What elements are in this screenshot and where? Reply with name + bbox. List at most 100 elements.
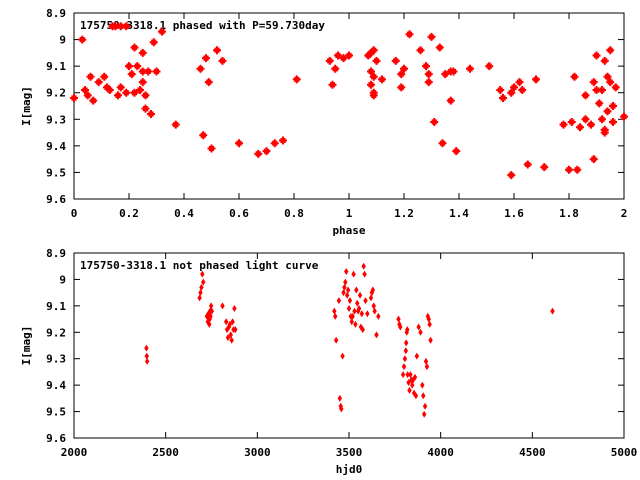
data-point <box>424 78 433 87</box>
data-point <box>345 286 351 294</box>
plot-frame <box>73 252 625 439</box>
data-point <box>341 289 346 297</box>
data-point <box>361 262 366 270</box>
axis-ticks: 2000 2500 3000 3500 4000 4500 5000 8.9 9 9.1 9.2 9.… <box>46 247 637 459</box>
data-point <box>208 302 214 310</box>
data-point <box>352 307 357 315</box>
x-tick-label: 0.6 <box>229 207 249 220</box>
data-point <box>100 72 109 81</box>
data-point <box>337 394 343 402</box>
data-point <box>532 75 540 84</box>
data-point <box>452 147 461 156</box>
data-point <box>344 291 350 299</box>
data-point <box>430 117 439 126</box>
data-point <box>125 62 133 71</box>
data-point <box>233 326 238 334</box>
y-tick-label: 9.3 <box>46 113 66 126</box>
x-tick-label: 4500 <box>519 446 546 459</box>
data-point <box>147 109 155 118</box>
data-point <box>405 326 410 334</box>
x-tick-label: 0 <box>71 207 78 220</box>
data-point <box>413 392 419 400</box>
data-point <box>438 139 447 148</box>
data-point <box>405 371 410 379</box>
data-point <box>138 67 147 76</box>
data-point <box>592 51 601 60</box>
data-point <box>485 62 494 71</box>
data-point <box>207 320 212 328</box>
data-point <box>606 78 615 87</box>
data-point <box>279 136 287 145</box>
data-point <box>414 352 420 360</box>
data-point <box>116 83 125 92</box>
data-point <box>208 312 213 320</box>
data-point <box>230 318 235 326</box>
y-tick-label: 9.2 <box>46 87 66 100</box>
data-point <box>209 307 215 315</box>
data-point <box>424 363 430 371</box>
data-point <box>609 117 617 126</box>
data-point <box>152 67 161 76</box>
x-tick-label: 0.4 <box>174 207 194 220</box>
data-point <box>227 320 233 328</box>
data-point <box>611 83 620 92</box>
data-point <box>136 86 144 95</box>
data-point <box>356 305 362 312</box>
y-axis-title: I[mag] <box>20 86 33 126</box>
x-tick-label: 4000 <box>427 446 454 459</box>
x-tick-label: 3500 <box>336 446 363 459</box>
data-point <box>138 48 147 57</box>
data-point <box>363 297 368 305</box>
data-point <box>407 386 412 394</box>
data-point <box>421 410 427 418</box>
data-point <box>426 315 431 323</box>
y-tick-label: 9.5 <box>46 406 66 419</box>
data-point <box>424 70 433 79</box>
data-point <box>573 165 582 174</box>
data-point <box>402 355 408 363</box>
data-point <box>515 78 524 87</box>
data-point <box>396 315 401 323</box>
data-point <box>144 67 153 76</box>
data-point <box>343 278 348 286</box>
x-axis-title: phase <box>332 224 365 237</box>
data-point <box>372 307 377 315</box>
data-point <box>149 38 158 47</box>
data-point <box>397 83 406 92</box>
data-point <box>598 115 606 124</box>
data-point <box>374 331 379 339</box>
data-point <box>349 318 354 326</box>
data-point <box>199 131 208 140</box>
data-point <box>122 88 131 97</box>
data-point <box>105 86 114 95</box>
data-point <box>449 67 458 76</box>
data-point <box>499 94 507 103</box>
data-point <box>357 291 363 299</box>
data-point <box>368 294 374 302</box>
data-point <box>336 297 342 305</box>
x-tick-label: 1.2 <box>394 207 414 220</box>
data-point <box>235 139 243 148</box>
data-point <box>346 305 352 312</box>
data-point <box>204 78 213 87</box>
data-point <box>232 305 237 312</box>
data-point <box>328 80 337 89</box>
data-point <box>292 75 301 84</box>
data-point <box>422 62 430 71</box>
data-point <box>270 139 279 148</box>
data-point <box>228 331 233 339</box>
data-point <box>367 80 375 89</box>
data-point <box>111 22 120 31</box>
data-point <box>369 46 378 55</box>
y-tick-label: 9.4 <box>46 379 66 392</box>
data-point <box>70 94 78 103</box>
data-point <box>550 307 555 315</box>
data-point <box>345 51 353 60</box>
data-points <box>144 262 555 418</box>
data-point <box>378 75 386 84</box>
data-point <box>196 64 205 73</box>
y-tick-label: 9 <box>59 34 66 47</box>
y-tick-label: 9.2 <box>46 326 66 339</box>
y-tick-label: 9.1 <box>46 60 66 73</box>
y-tick-label: 9.1 <box>46 300 66 313</box>
